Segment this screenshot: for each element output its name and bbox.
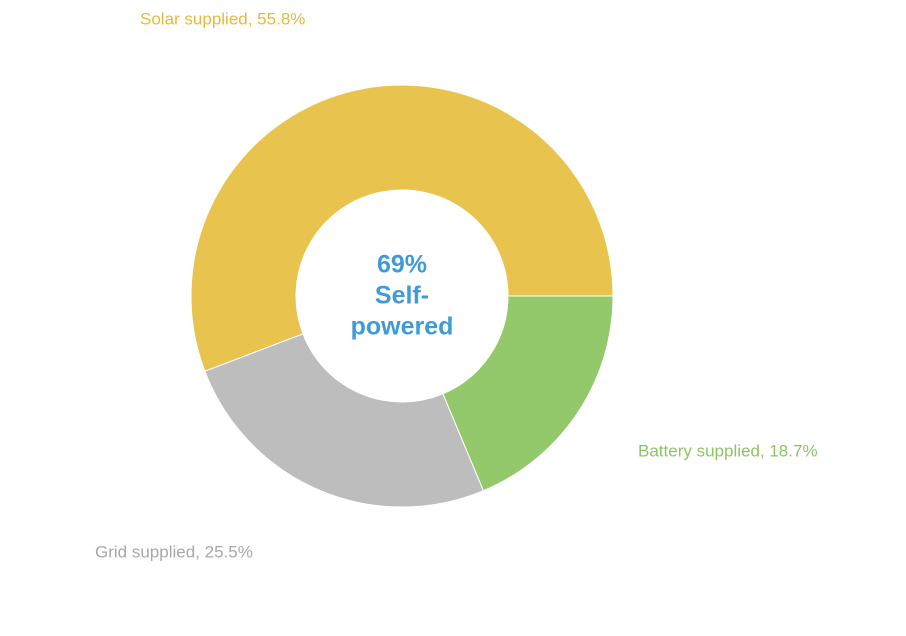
slice-label: Grid supplied, 25.5% — [95, 542, 253, 561]
slice-label: Solar supplied, 55.8% — [140, 9, 305, 28]
donut-slice — [190, 84, 614, 372]
center-text: powered — [351, 313, 454, 341]
donut-slice — [442, 295, 614, 492]
center-text: Self- — [375, 282, 429, 310]
slice-label: Battery supplied, 18.7% — [638, 441, 818, 460]
donut-slice — [204, 333, 485, 508]
center-text: 69% — [377, 251, 427, 279]
